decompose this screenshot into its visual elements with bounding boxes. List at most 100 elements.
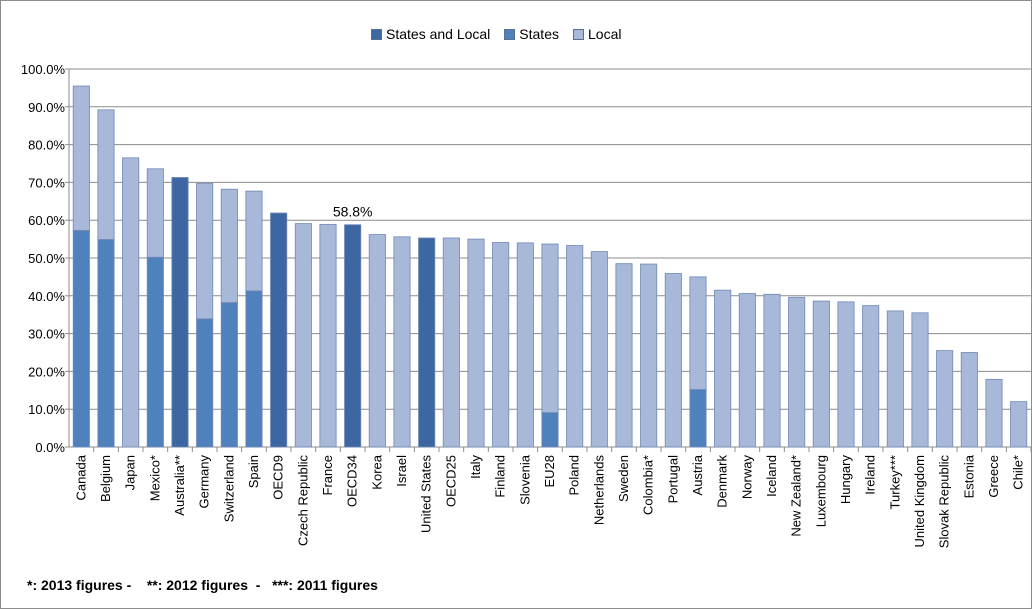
bar-segment — [492, 242, 510, 448]
bar-segment — [788, 296, 806, 448]
y-tick-label: 100.0% — [21, 62, 66, 77]
legend-item-states: States — [504, 26, 559, 42]
x-tick-label: Poland — [567, 455, 582, 495]
bar-segment — [714, 289, 732, 448]
bar-segment — [689, 389, 707, 448]
bar-segment — [294, 223, 312, 448]
bar-segment — [541, 412, 559, 448]
x-tick-label: Mexico* — [147, 455, 162, 501]
footnote: *: 2013 figures - **: 2012 figures - ***… — [27, 577, 378, 593]
legend-label-local: Local — [588, 26, 622, 42]
legend-swatch-states-and-local — [371, 28, 382, 40]
bar-segment — [270, 212, 288, 448]
x-tick-label: France — [320, 455, 335, 495]
bar-segment — [689, 276, 707, 390]
x-tick-label: EU28 — [542, 455, 557, 488]
x-tick-label: Netherlands — [591, 455, 606, 526]
x-tick-label: Colombia* — [641, 455, 656, 515]
data-label: 58.8% — [333, 204, 373, 220]
bar-chart-svg: 0.0% 10.0% 20.0% 30.0% 40.0% 50.0% 60.0% 70.0% 8… — [21, 62, 1031, 549]
x-tick-label: Austria — [690, 454, 705, 495]
bar-segment — [196, 318, 214, 448]
bar-segment — [245, 190, 263, 292]
x-tick-label: Greece — [986, 455, 1001, 498]
bar-segment — [936, 350, 954, 448]
y-tick-label: 40.0% — [28, 289, 65, 304]
bar-segment — [467, 238, 485, 448]
bar-segment — [763, 293, 781, 448]
x-tick-label: Luxembourg — [813, 455, 828, 527]
bar-segment — [245, 290, 263, 448]
x-tick-label: Estonia — [961, 454, 976, 498]
x-tick-label: Slovenia — [517, 454, 532, 505]
bar-segment — [418, 237, 436, 448]
x-tick-label: Israel — [394, 455, 409, 487]
legend-item-local: Local — [573, 26, 621, 42]
x-tick-label: Norway — [739, 455, 754, 500]
bar-segment — [72, 230, 90, 448]
x-tick-label: Chile* — [1011, 455, 1026, 490]
bar-segment — [196, 183, 214, 320]
bar-segment — [122, 157, 140, 448]
x-tick-label: Italy — [468, 455, 483, 479]
x-tick-label: Finland — [493, 455, 508, 498]
bar-segment — [862, 305, 880, 448]
bar-segment — [97, 109, 115, 240]
x-tick-label: Canada — [73, 454, 88, 500]
x-tick-label: Japan — [123, 455, 138, 490]
bar-segment — [171, 177, 189, 448]
x-tick-label: United Kingdom — [912, 455, 927, 548]
x-tick-label: Ireland — [863, 455, 878, 495]
bar-segment — [368, 234, 386, 448]
bar-segment — [516, 242, 534, 448]
x-tick-label: Denmark — [715, 455, 730, 508]
x-tick-label: Iceland — [764, 455, 779, 497]
bar-segment — [146, 168, 164, 258]
bar-segment — [960, 352, 978, 448]
y-tick-label: 50.0% — [28, 251, 65, 266]
bar-segment — [146, 256, 164, 448]
y-tick-label: 60.0% — [28, 213, 65, 228]
bar-segment — [837, 301, 855, 448]
bar-segment — [590, 251, 608, 448]
x-tick-label: OECD9 — [271, 455, 286, 500]
y-tick-label: 10.0% — [28, 402, 65, 417]
y-tick-label: 70.0% — [28, 175, 65, 190]
bar-segment — [664, 273, 682, 448]
x-tick-label: Korea — [369, 454, 384, 489]
legend-swatch-local — [573, 28, 584, 40]
bar-segment — [97, 239, 115, 448]
y-tick-label: 20.0% — [28, 364, 65, 379]
y-tick-label: 90.0% — [28, 100, 65, 115]
bar-segment — [442, 237, 460, 448]
bar-segment — [812, 300, 830, 448]
chart-legend: States and Local States Local — [371, 26, 621, 42]
bar-segment — [911, 312, 929, 448]
bar-segment — [566, 245, 584, 448]
legend-item-states-and-local: States and Local — [371, 26, 490, 42]
bar-segment — [738, 293, 756, 448]
x-tick-label: OECD25 — [443, 455, 458, 507]
bar-segment — [1010, 401, 1028, 448]
y-tick-label: 30.0% — [28, 327, 65, 342]
bar-segment — [72, 85, 90, 231]
legend-swatch-states — [504, 28, 516, 40]
y-tick-label: 0.0% — [35, 440, 65, 455]
x-tick-label: Australia** — [172, 455, 187, 516]
x-tick-label: New Zealand* — [789, 455, 804, 537]
x-tick-label: Hungary — [838, 455, 853, 505]
x-tick-label: Slovak Republic — [937, 455, 952, 549]
x-tick-label: Sweden — [616, 455, 631, 502]
bar-segment — [319, 223, 337, 448]
x-tick-label: Czech Republic — [295, 455, 310, 547]
y-tick-label: 80.0% — [28, 138, 65, 153]
legend-label-states-and-local: States and Local — [386, 26, 491, 42]
x-tick-label: Turkey*** — [887, 455, 902, 509]
bar-segment — [393, 236, 411, 448]
bar-segment — [615, 263, 633, 448]
bar-segment — [541, 243, 559, 414]
bar-segment — [886, 310, 904, 448]
x-tick-label: Belgium — [98, 455, 113, 502]
x-tick-label: Portugal — [665, 455, 680, 504]
